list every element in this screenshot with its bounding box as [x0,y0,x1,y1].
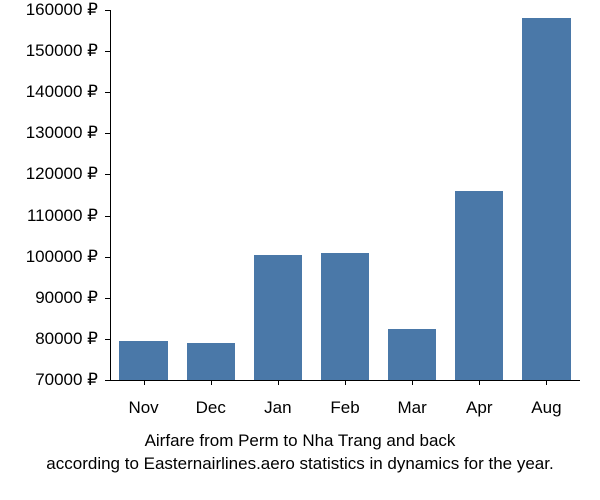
y-tick-label: 120000 ₽ [0,164,98,184]
x-tick-label: Apr [466,398,492,418]
bar [187,343,235,380]
bar [254,255,302,380]
bar [321,253,369,380]
x-tick-label: Nov [128,398,158,418]
y-tick-label: 160000 ₽ [0,0,98,20]
y-tick-label: 90000 ₽ [0,288,98,308]
bar [119,341,167,380]
y-axis-line [110,10,111,380]
x-tick-label: Jan [264,398,291,418]
x-tick-label: Mar [398,398,427,418]
y-tick-label: 70000 ₽ [0,370,98,390]
bar [522,18,570,380]
x-tick-label: Aug [531,398,561,418]
airfare-bar-chart: 70000 ₽ 80000 ₽ 90000 ₽ 100000 ₽ 110000 ₽ 120… [0,0,600,500]
x-axis-line [110,380,580,381]
caption-line-1: Airfare from Perm to Nha Trang and back [145,431,456,450]
y-tick-label: 140000 ₽ [0,82,98,102]
bar [455,191,503,380]
x-tick-label: Feb [330,398,359,418]
y-tick-label: 100000 ₽ [0,247,98,267]
y-tick-label: 110000 ₽ [0,206,98,226]
y-tick-label: 150000 ₽ [0,41,98,61]
x-tick-label: Dec [196,398,226,418]
chart-caption: Airfare from Perm to Nha Trang and back … [0,430,600,476]
y-tick-label: 130000 ₽ [0,123,98,143]
bar [388,329,436,380]
y-tick-label: 80000 ₽ [0,329,98,349]
caption-line-2: according to Easternairlines.aero statis… [46,454,553,473]
